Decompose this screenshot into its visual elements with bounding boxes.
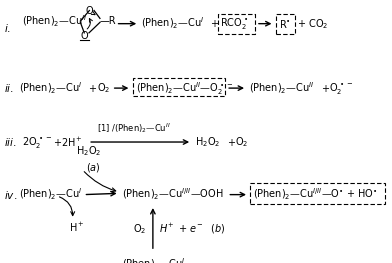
Text: RCO$_2^{\,\bullet}$: RCO$_2^{\,\bullet}$ [220, 16, 249, 31]
Text: (Phen)$_2$—Cu$^{II}$: (Phen)$_2$—Cu$^{II}$ [22, 13, 87, 29]
Text: $iii.$: $iii.$ [4, 136, 17, 148]
Text: O$_2^{\,\bullet-}$: O$_2^{\,\bullet-}$ [329, 80, 354, 96]
Text: $+$: $+$ [210, 18, 219, 29]
Text: (Phen)$_2$—Cu$^{I/II}$—OOH: (Phen)$_2$—Cu$^{I/II}$—OOH [122, 187, 223, 202]
Text: $+$: $+$ [227, 136, 236, 148]
Text: —R: —R [100, 16, 116, 26]
Text: 2H$^+$: 2H$^+$ [61, 135, 83, 149]
Text: (Phen)$_2$—Cu$^{II}$—O$_2^{\,\bullet-}$: (Phen)$_2$—Cu$^{II}$—O$_2^{\,\bullet-}$ [136, 80, 233, 97]
Text: $ii.$: $ii.$ [4, 82, 14, 94]
Text: $i.$: $i.$ [4, 22, 11, 34]
Text: H$^+$: H$^+$ [69, 221, 84, 234]
Text: O$_2$: O$_2$ [235, 135, 249, 149]
Text: O$_2$: O$_2$ [97, 81, 111, 95]
Text: H$_2$O$_2$: H$_2$O$_2$ [195, 135, 221, 149]
Text: O: O [85, 6, 93, 16]
Text: $+$: $+$ [88, 83, 97, 94]
Text: [1] /(Phen)$_2$—Cu$^{II}$: [1] /(Phen)$_2$—Cu$^{II}$ [97, 121, 171, 134]
Text: $(a)$: $(a)$ [86, 160, 101, 174]
Text: (Phen)$_2$—Cu$^{I/II}$—O$^{\bullet}$ + HO$^{\bullet}$: (Phen)$_2$—Cu$^{I/II}$—O$^{\bullet}$ + H… [253, 187, 377, 202]
Text: O$_2$: O$_2$ [133, 222, 147, 236]
Text: R$^{\bullet}$: R$^{\bullet}$ [279, 18, 291, 30]
Text: (Phen)$_2$—Cu$^{I}$: (Phen)$_2$—Cu$^{I}$ [141, 16, 204, 31]
Text: 2O$_2^{\,\bullet-}$: 2O$_2^{\,\bullet-}$ [22, 134, 52, 150]
Text: $+$ CO$_2$: $+$ CO$_2$ [297, 17, 328, 31]
Text: $iv.$: $iv.$ [4, 189, 17, 201]
Text: O: O [80, 31, 88, 41]
Text: (Phen)$_2$—Cu$^{I}$: (Phen)$_2$—Cu$^{I}$ [19, 187, 82, 202]
Text: (Phen)$_2$—Cu$^{I}$: (Phen)$_2$—Cu$^{I}$ [122, 257, 185, 263]
Text: H$^+$ + e$^-$  $(b)$: H$^+$ + e$^-$ $(b)$ [159, 222, 225, 236]
Text: (Phen)$_2$—Cu$^{I}$: (Phen)$_2$—Cu$^{I}$ [19, 80, 82, 96]
Text: H$_2$O$_2$: H$_2$O$_2$ [76, 144, 102, 158]
Text: $+$: $+$ [321, 83, 330, 94]
Text: (Phen)$_2$—Cu$^{II}$: (Phen)$_2$—Cu$^{II}$ [249, 80, 314, 96]
Text: $+$: $+$ [53, 136, 62, 148]
